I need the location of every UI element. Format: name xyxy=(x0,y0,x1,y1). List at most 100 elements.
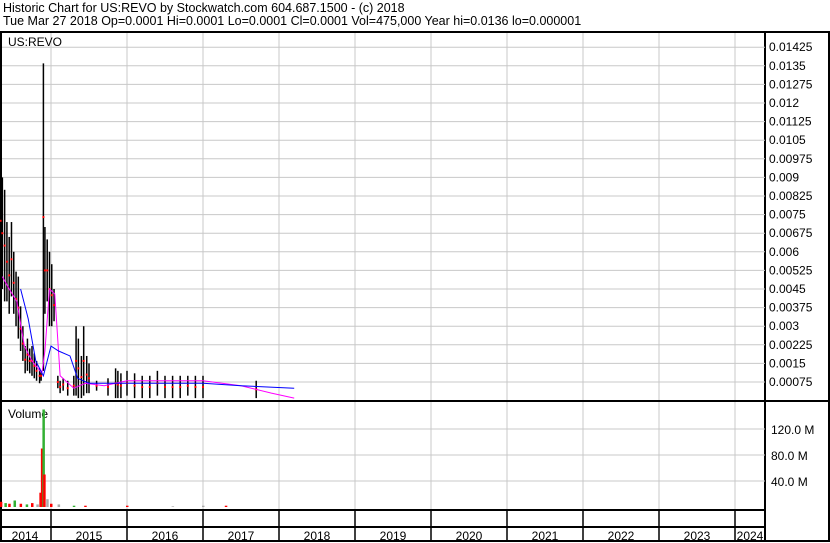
price-tick-label: 0.0015 xyxy=(769,356,806,370)
price-tick-label: 0.00975 xyxy=(769,152,813,166)
close-mark xyxy=(85,373,88,376)
close-mark xyxy=(116,383,119,386)
close-mark xyxy=(24,358,27,361)
close-mark xyxy=(5,260,8,263)
volume-bar xyxy=(0,501,3,507)
year-label: 2015 xyxy=(76,529,103,543)
close-mark xyxy=(77,367,80,370)
close-mark xyxy=(133,384,136,387)
volume-tick-label: 120.0 M xyxy=(771,423,814,437)
volume-bar xyxy=(39,492,42,507)
volume-bar xyxy=(40,448,44,507)
close-mark xyxy=(10,258,13,261)
price-tick-label: 0.01125 xyxy=(769,115,812,129)
close-mark xyxy=(186,384,189,387)
price-tick-label: 0.01275 xyxy=(769,77,813,91)
close-mark xyxy=(43,269,46,272)
year-label: 2017 xyxy=(228,529,255,543)
plot-border xyxy=(0,31,766,542)
volume-bar xyxy=(4,503,7,507)
year-label: 2019 xyxy=(380,529,407,543)
volume-bar xyxy=(202,505,205,507)
close-mark xyxy=(26,353,29,356)
close-mark xyxy=(82,359,85,362)
price-tick-label: 0.00825 xyxy=(769,189,813,203)
volume-pane-title: Volume xyxy=(8,407,48,421)
price-tick-label: 0.006 xyxy=(769,245,799,259)
close-mark xyxy=(1,232,4,235)
close-mark xyxy=(35,369,38,372)
volume-tick-label: 80.0 M xyxy=(771,449,808,463)
price-tick-label: 0.00375 xyxy=(769,301,813,315)
year-label: 2021 xyxy=(532,529,559,543)
volume-bar xyxy=(224,505,228,507)
volume-bar xyxy=(19,503,23,507)
close-mark xyxy=(40,374,43,377)
volume-bar xyxy=(126,505,129,507)
close-mark xyxy=(171,385,174,388)
close-mark xyxy=(164,385,166,388)
close-mark xyxy=(72,384,75,387)
volume-bar xyxy=(43,474,46,507)
close-mark xyxy=(148,385,151,388)
close-mark xyxy=(8,274,11,277)
close-mark xyxy=(107,385,109,388)
close-mark xyxy=(12,281,15,284)
volume-bar xyxy=(13,500,17,507)
volume-bar xyxy=(8,503,11,507)
year-label: 2014 xyxy=(12,529,39,543)
volume-bar xyxy=(171,506,175,507)
year-label: 2024 xyxy=(737,529,764,543)
price-tick-label: 0.00075 xyxy=(769,375,813,389)
price-tick-label: 0.009 xyxy=(769,170,799,184)
close-mark xyxy=(62,383,65,386)
price-tick-label: 0.0135 xyxy=(769,59,806,73)
volume-bar xyxy=(36,504,39,507)
volume-bar xyxy=(84,505,87,507)
price-tick-label: 0.01425 xyxy=(769,40,813,54)
year-label: 2022 xyxy=(608,529,635,543)
close-mark xyxy=(3,244,6,247)
price-tick-label: 0.0045 xyxy=(769,282,806,296)
close-mark xyxy=(141,385,144,388)
close-mark xyxy=(28,359,31,362)
price-tick-label: 0.012 xyxy=(769,96,799,110)
close-mark xyxy=(88,377,90,380)
close-mark xyxy=(95,384,98,387)
close-mark xyxy=(0,219,2,222)
close-mark xyxy=(50,294,53,297)
price-tick-label: 0.00225 xyxy=(769,338,813,352)
price-tick-label: 0.0075 xyxy=(769,208,806,222)
chart-title: Historic Chart for US:REVO by Stockwatch… xyxy=(3,1,405,15)
quote-line: Tue Mar 27 2018 Op=0.0001 Hi=0.0001 Lo=0… xyxy=(3,14,582,28)
long-moving-average xyxy=(20,288,295,389)
close-mark xyxy=(194,385,197,388)
volume-bar xyxy=(31,503,34,507)
year-label: 2016 xyxy=(152,529,179,543)
close-mark xyxy=(19,327,22,330)
close-mark xyxy=(53,304,56,307)
volume-bar xyxy=(57,504,61,507)
year-label: 2018 xyxy=(304,529,331,543)
volume-bar xyxy=(42,409,45,507)
price-tick-label: 0.00675 xyxy=(769,226,813,240)
volume-bar xyxy=(72,505,76,507)
year-label: 2020 xyxy=(456,529,483,543)
close-mark xyxy=(119,384,122,387)
close-mark xyxy=(46,269,49,272)
close-mark xyxy=(38,374,41,377)
close-mark xyxy=(15,297,18,300)
volume-bar xyxy=(46,499,49,507)
volume-tick-label: 40.0 M xyxy=(771,475,808,489)
volume-bar xyxy=(50,503,53,507)
close-mark xyxy=(179,385,182,388)
close-mark xyxy=(202,385,204,388)
year-label: 2023 xyxy=(684,529,711,543)
close-mark xyxy=(66,387,69,390)
price-tick-label: 0.00525 xyxy=(769,263,813,277)
close-mark xyxy=(75,359,78,362)
short-moving-average xyxy=(1,276,295,399)
close-mark xyxy=(59,385,62,388)
